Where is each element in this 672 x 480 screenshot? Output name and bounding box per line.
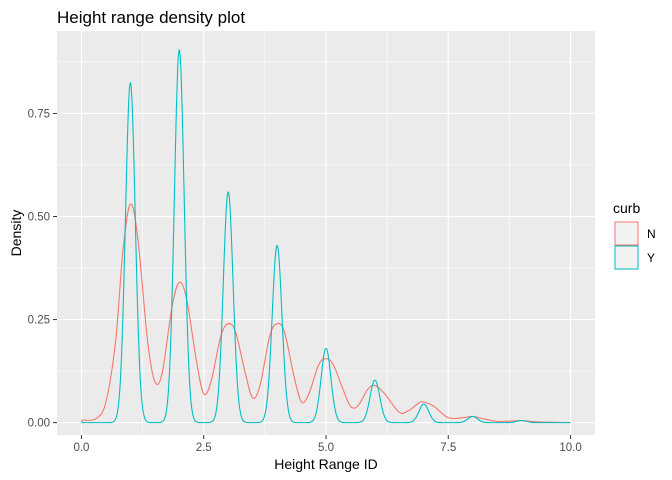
grid-lines xyxy=(57,31,595,435)
series-lines xyxy=(80,48,571,424)
legend-key-Y xyxy=(614,245,639,270)
axes: 0.0 2.5 5.0 7.5 10.0 0.00 0.25 0.50 0.75 xyxy=(28,108,582,454)
x-tick-label: 0.0 xyxy=(73,442,89,454)
x-tick-label: 10.0 xyxy=(559,442,581,454)
x-tick-label: 2.5 xyxy=(196,442,212,454)
x-tick-label: 7.5 xyxy=(440,442,456,454)
legend-label-Y: Y xyxy=(647,251,655,265)
legend-key-N xyxy=(614,221,639,246)
y-tick-label: 0.50 xyxy=(28,212,50,224)
x-tick-label: 5.0 xyxy=(318,442,334,454)
y-tick-label: 0.00 xyxy=(28,418,50,430)
chart-title: Height range density plot xyxy=(57,8,245,27)
legend: curb NY xyxy=(613,200,656,270)
legend-label-N: N xyxy=(647,227,656,241)
y-tick-label: 0.75 xyxy=(28,108,50,120)
y-tick-label: 0.25 xyxy=(28,315,50,327)
series-line-N xyxy=(81,203,571,424)
series-line-Y xyxy=(80,48,571,424)
legend-title: curb xyxy=(613,200,640,216)
y-axis-title: Density xyxy=(8,210,24,257)
x-axis-title: Height Range ID xyxy=(274,456,378,472)
